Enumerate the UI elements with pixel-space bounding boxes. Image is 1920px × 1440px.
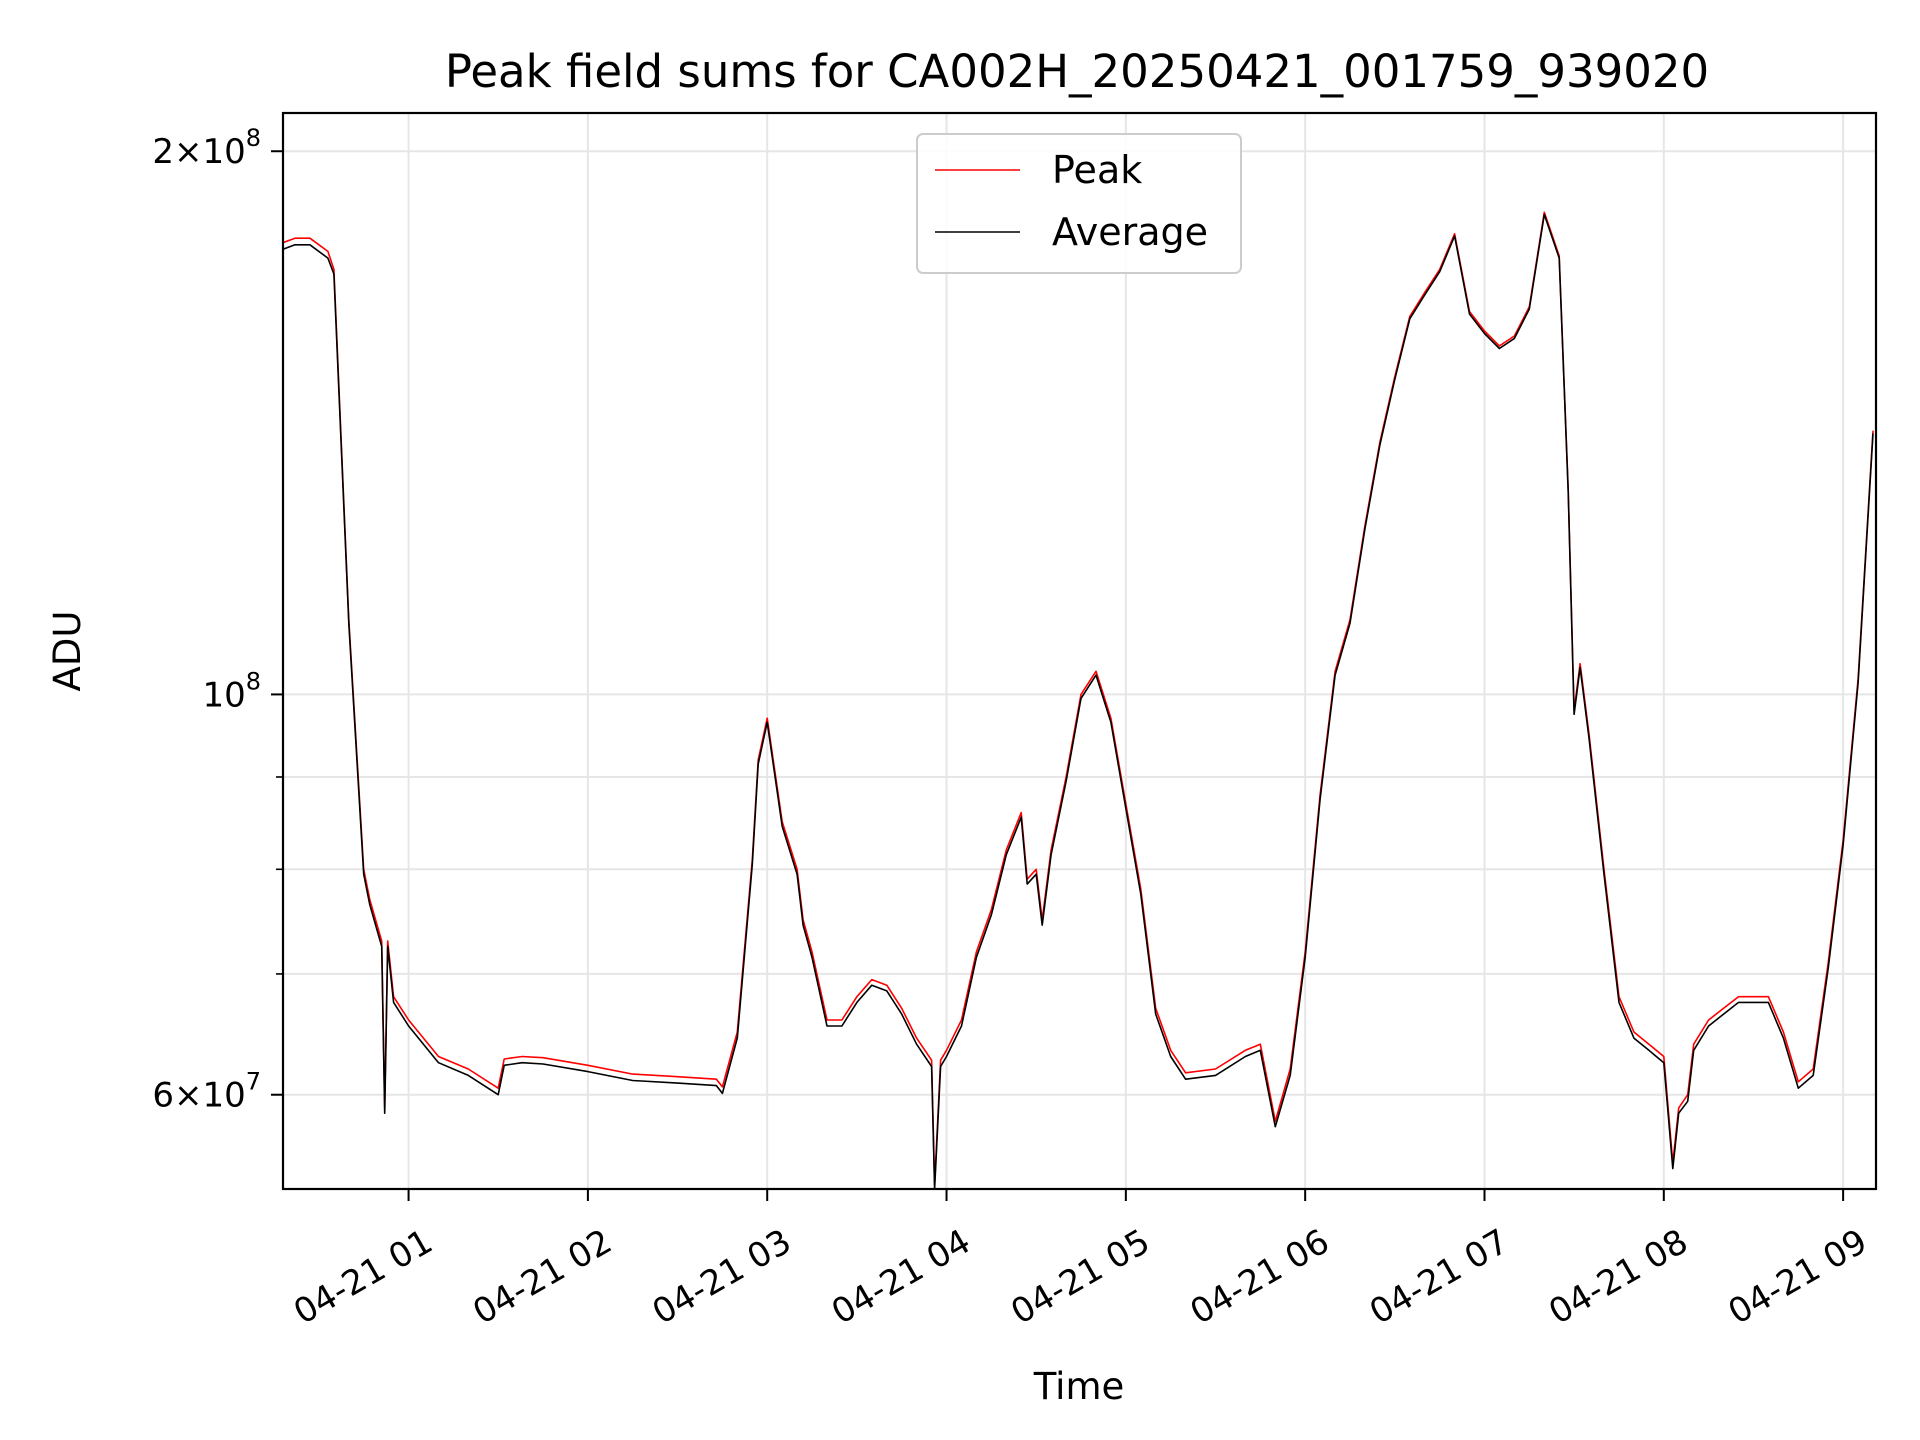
series-layer bbox=[283, 211, 1874, 1189]
y-tick-label: 6×107 bbox=[152, 1068, 261, 1116]
y-tick-label: 2×108 bbox=[152, 124, 261, 172]
y-axis: 6×107 108 2×108 bbox=[152, 124, 283, 1116]
y-tick-label: 108 bbox=[202, 667, 261, 715]
plot-frame bbox=[281, 111, 1878, 1191]
legend-peak-label: Peak bbox=[1052, 148, 1142, 192]
legend: Peak Average bbox=[916, 133, 1242, 274]
legend-average-label: Average bbox=[1052, 210, 1208, 254]
series-line-peak bbox=[283, 211, 1874, 1186]
y-axis-label: ADU bbox=[46, 611, 89, 692]
x-axis-label: Time bbox=[1033, 1365, 1125, 1408]
chart-title: Peak field sums for CA002H_20250421_0017… bbox=[445, 45, 1709, 98]
series-line-average bbox=[283, 213, 1874, 1189]
legend-box bbox=[916, 133, 1242, 274]
